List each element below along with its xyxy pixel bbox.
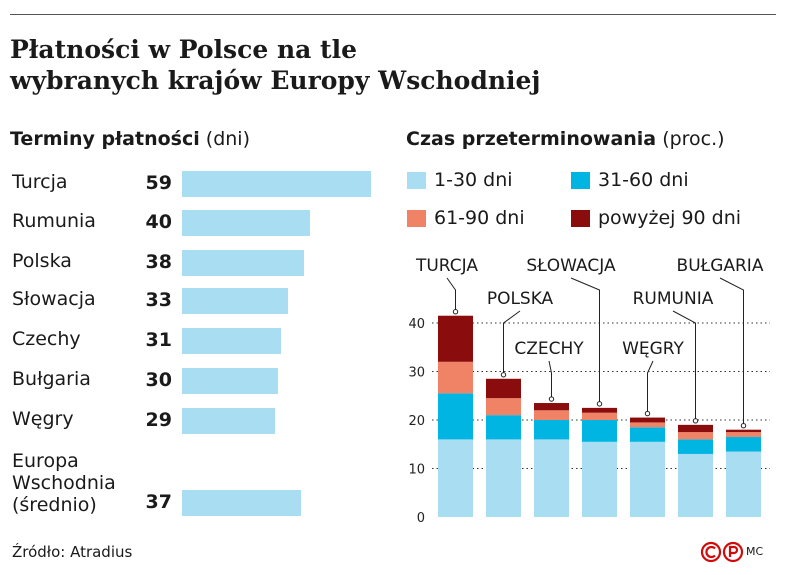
row-value: 59 bbox=[145, 172, 172, 194]
y-tick-label: 20 bbox=[408, 414, 425, 429]
leader-line bbox=[719, 277, 744, 426]
legend-label: powyżej 90 dni bbox=[598, 207, 742, 229]
stack-segment bbox=[678, 424, 713, 433]
stack-segment bbox=[438, 315, 473, 362]
stack-segment bbox=[726, 429, 761, 433]
stack-segment bbox=[582, 441, 617, 517]
legend-swatch bbox=[571, 210, 590, 227]
y-tick-label: 10 bbox=[408, 463, 425, 478]
left-chart-unit: (dni) bbox=[205, 128, 251, 150]
stack-segment bbox=[582, 420, 617, 442]
stack-segment bbox=[534, 410, 569, 420]
left-chart-title: Terminy płatności bbox=[10, 128, 200, 150]
stack-segment bbox=[486, 415, 521, 440]
legend-label: 61-90 dni bbox=[434, 207, 525, 229]
stack-segment bbox=[534, 403, 569, 411]
row-value: 37 bbox=[145, 491, 172, 513]
left-chart-heading: Terminy płatności (dni) bbox=[10, 128, 250, 150]
leader-line bbox=[570, 277, 600, 404]
stack-segment bbox=[630, 422, 665, 428]
stack-segment bbox=[726, 432, 761, 437]
leader-line bbox=[647, 360, 654, 414]
leader-line bbox=[503, 310, 521, 375]
legend-swatch bbox=[571, 172, 590, 189]
category-label: TURCJA bbox=[415, 256, 478, 276]
leader-line bbox=[446, 277, 456, 312]
title-line-2: wybranych krajów Europy Wschodniej bbox=[10, 66, 541, 95]
category-label: BUŁGARIA bbox=[677, 256, 764, 276]
top-rule bbox=[10, 14, 776, 15]
stack-segment bbox=[438, 361, 473, 394]
category-label: POLSKA bbox=[487, 289, 554, 309]
row-bar bbox=[182, 210, 311, 236]
right-chart-heading: Czas przeterminowania (proc.) bbox=[406, 128, 725, 150]
legend-swatch bbox=[407, 172, 426, 189]
y-tick-label: 40 bbox=[408, 317, 425, 332]
legend-swatch bbox=[407, 210, 426, 227]
row-label: Polska bbox=[12, 250, 72, 272]
row-label: Rumunia bbox=[12, 210, 96, 232]
copyright-logo bbox=[700, 541, 744, 567]
category-label: RUMUNIA bbox=[633, 289, 714, 309]
stack-segment bbox=[582, 407, 617, 413]
legend-label: 1-30 dni bbox=[434, 169, 513, 191]
row-value: 30 bbox=[145, 369, 172, 391]
row-bar bbox=[182, 408, 275, 434]
stack-segment bbox=[534, 439, 569, 517]
stack-segment bbox=[678, 432, 713, 440]
stack-segment bbox=[678, 439, 713, 454]
leader-line bbox=[548, 360, 552, 400]
row-label: Czechy bbox=[12, 328, 81, 350]
page-title: Płatności w Polsce na tle wybranych kraj… bbox=[10, 34, 540, 96]
category-label: SŁOWACJA bbox=[526, 256, 616, 276]
row-value: 33 bbox=[145, 289, 172, 311]
category-label: CZECHY bbox=[514, 339, 584, 359]
stack-segment bbox=[486, 439, 521, 517]
leader-dot bbox=[500, 372, 507, 378]
stack-segment bbox=[630, 427, 665, 442]
leader-dot bbox=[740, 423, 747, 429]
stack-segment bbox=[534, 420, 569, 440]
y-tick-label: 30 bbox=[408, 366, 425, 381]
row-bar bbox=[182, 328, 282, 354]
stack-segment bbox=[630, 417, 665, 423]
stack-segment bbox=[630, 441, 665, 517]
row-value: 40 bbox=[145, 211, 172, 233]
category-label: WĘGRY bbox=[622, 339, 684, 359]
row-label: Bułgaria bbox=[12, 368, 91, 390]
stack-segment bbox=[438, 393, 473, 440]
row-value: 38 bbox=[145, 251, 172, 273]
row-value: 31 bbox=[145, 329, 172, 351]
y-tick-label: 0 bbox=[417, 511, 425, 526]
stack-segment bbox=[486, 378, 521, 399]
row-bar bbox=[182, 288, 288, 314]
stack-segment bbox=[582, 412, 617, 420]
row-bar bbox=[182, 490, 301, 516]
title-line-1: Płatności w Polsce na tle bbox=[10, 35, 357, 64]
stack-segment bbox=[726, 436, 761, 452]
stack-segment bbox=[678, 453, 713, 517]
right-chart-title: Czas przeterminowania bbox=[406, 128, 657, 150]
right-chart-unit: (proc.) bbox=[662, 128, 725, 150]
row-label: Słowacja bbox=[12, 288, 96, 310]
author-credit: MC bbox=[746, 545, 764, 558]
leader-dot bbox=[644, 410, 651, 417]
row-label: Turcja bbox=[12, 171, 68, 193]
row-bar bbox=[182, 250, 304, 276]
source-note: Źródło: Atradius bbox=[12, 543, 133, 561]
stack-segment bbox=[726, 451, 761, 517]
leader-dot bbox=[692, 418, 699, 424]
legend-label: 31-60 dni bbox=[598, 169, 689, 191]
row-label: Europa Wschodnia (średnio) bbox=[12, 450, 116, 516]
leader-dot bbox=[596, 401, 603, 407]
leader-dot bbox=[548, 396, 555, 402]
row-label: Węgry bbox=[12, 408, 74, 430]
stack-segment bbox=[486, 398, 521, 416]
stack-segment bbox=[438, 439, 473, 517]
leader-dot bbox=[452, 309, 459, 315]
row-value: 29 bbox=[145, 409, 172, 431]
row-bar bbox=[182, 171, 371, 197]
row-bar bbox=[182, 368, 279, 394]
leader-line bbox=[672, 310, 696, 421]
